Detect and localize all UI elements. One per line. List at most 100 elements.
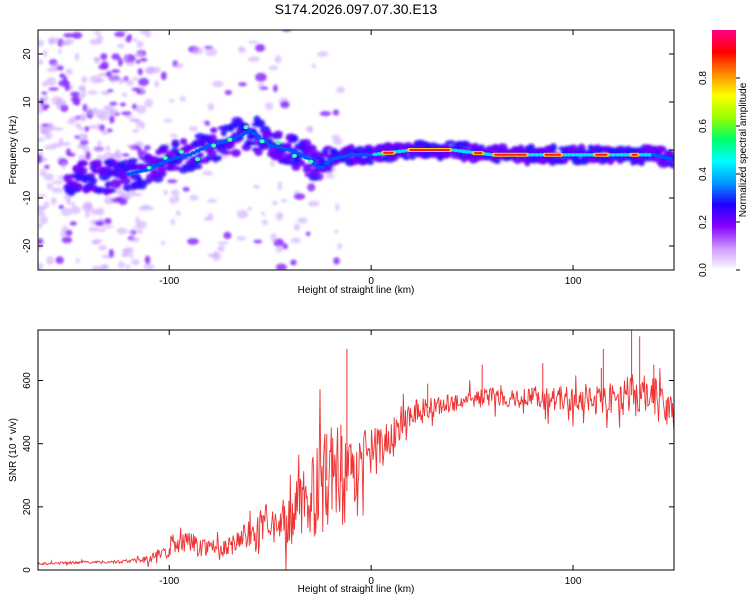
spectrogram-blob xyxy=(143,145,151,151)
spectrogram-blob xyxy=(122,153,130,157)
spectrogram-blob xyxy=(268,65,279,71)
spectrogram-core-blob xyxy=(247,129,253,133)
spectrogram-blob xyxy=(65,229,73,236)
spectrogram-blob xyxy=(238,46,244,51)
spectrogram-blob xyxy=(52,127,64,131)
spectrogram-ridge-blob xyxy=(94,186,106,192)
spectrogram-blob xyxy=(255,72,267,82)
spectrogram-ridge-blob xyxy=(220,150,232,155)
spectrogram-ridge-blob xyxy=(444,140,456,145)
spectrogram-ridge-blob xyxy=(254,148,263,157)
spectrogram-blob xyxy=(78,84,87,93)
spectrogram-spot xyxy=(308,159,314,164)
snr-frame xyxy=(37,329,675,571)
spectrogram-blob xyxy=(270,233,277,242)
colorbar-tick-label: 0.2 xyxy=(698,215,709,229)
spectrogram-core-blob xyxy=(234,134,241,139)
spectrogram-blob xyxy=(85,151,91,160)
spectrogram-blob xyxy=(125,60,136,66)
spectrogram-blob xyxy=(144,30,152,38)
spectrogram-blob xyxy=(91,265,101,270)
spectrogram-blob xyxy=(297,217,308,224)
spectrogram-blob xyxy=(47,122,55,132)
spectrogram-blob xyxy=(187,238,199,245)
spectrogram-ridge-blob xyxy=(289,134,299,143)
spectrogram-hot-core xyxy=(383,151,394,154)
spectrogram-ridge-blob xyxy=(274,130,283,137)
spectrogram-ridge-blob xyxy=(230,149,241,157)
spectrogram-ridge-blob xyxy=(89,177,97,186)
spectrogram-blob xyxy=(109,115,115,124)
spectrogram-x-tick-label: 0 xyxy=(368,276,374,287)
spectrogram-blob xyxy=(138,77,149,87)
spectrogram-blob xyxy=(114,31,126,38)
spectrogram-blob xyxy=(58,205,64,210)
spectrogram-hot-core xyxy=(409,149,450,151)
spectrogram-blob xyxy=(67,119,76,125)
spectrogram-x-tick-label: 100 xyxy=(565,276,582,287)
spectrogram-ridge-blob xyxy=(214,155,222,162)
spectrogram-ridge-blob xyxy=(144,153,152,159)
spectrogram-blob xyxy=(66,198,72,206)
spectrogram-blob xyxy=(247,56,260,62)
spectrogram-blob xyxy=(38,154,44,164)
spectrogram-ridge-blob xyxy=(189,161,199,167)
spectrogram-blob xyxy=(260,86,269,90)
spectrogram-ridge-blob xyxy=(119,177,131,185)
spectrogram-ridge-blob xyxy=(150,171,159,178)
spectrogram-ridge-blob xyxy=(158,169,167,178)
spectrogram-blob xyxy=(38,238,43,245)
spectrogram-ridge-blob xyxy=(110,179,122,189)
spectrogram-core-blob xyxy=(186,153,193,157)
spectrogram-core xyxy=(125,125,673,176)
spectrogram-ridge-blob xyxy=(245,140,258,146)
spectrogram-blob xyxy=(261,219,268,226)
spectrogram-ridge-blob xyxy=(160,147,168,154)
spectrogram-blob xyxy=(38,152,44,156)
spectrogram-blob xyxy=(125,190,132,200)
spectrogram-blob xyxy=(191,46,204,55)
spectrogram-hot-core xyxy=(631,153,638,156)
spectrogram-blob xyxy=(75,258,80,264)
spectrogram-blob xyxy=(132,128,140,134)
spectrogram-blob xyxy=(274,55,282,64)
spectrogram-blob xyxy=(207,198,218,203)
spectrogram-blob xyxy=(38,59,44,65)
spectrogram-ridge-blob xyxy=(104,182,112,188)
spectrogram-blob xyxy=(223,231,232,240)
snr-x-label: Height of straight line (km) xyxy=(298,584,415,595)
spectrogram-blob xyxy=(104,217,112,225)
spectrogram-blob xyxy=(277,181,282,191)
spectrogram-blob xyxy=(150,66,162,74)
spectrogram-ridge-blob xyxy=(367,159,375,166)
spectrogram-ridge-blob xyxy=(170,165,182,171)
spectrogram-blob xyxy=(97,228,107,232)
spectrogram-blob xyxy=(62,38,75,45)
spectrogram-blob xyxy=(175,210,181,216)
spectrogram-blob xyxy=(92,146,103,152)
spectrogram-blob xyxy=(103,111,111,115)
spectrogram-ridge-blob xyxy=(307,144,317,153)
spectrogram-blob xyxy=(305,126,313,132)
spectrogram-blob xyxy=(70,91,80,97)
spectrogram-blob xyxy=(38,39,45,47)
spectrogram-blob xyxy=(39,206,48,210)
spectrogram-ridge-blob xyxy=(135,177,143,186)
spectrogram-blob xyxy=(107,128,113,133)
spectrogram-blob xyxy=(217,245,225,252)
spectrogram-blob xyxy=(167,179,178,184)
spectrogram-spot xyxy=(291,153,297,158)
spectrogram-blob xyxy=(46,67,59,73)
spectrogram-core-blob xyxy=(194,149,201,153)
spectrogram-blob xyxy=(93,238,103,243)
spectrogram-blob xyxy=(160,71,167,81)
spectrogram-x-tick-label: -100 xyxy=(159,276,179,287)
spectrogram-blob xyxy=(179,95,186,102)
spectrogram-y-tick-label: 10 xyxy=(22,96,33,108)
spectrogram-ridge-blob xyxy=(403,155,410,161)
spectrogram-blob xyxy=(189,126,199,132)
spectrogram-blob xyxy=(325,174,336,179)
spectrogram-blob xyxy=(125,264,131,270)
spectrogram-blob xyxy=(136,51,144,56)
spectrogram-blob xyxy=(119,78,127,82)
